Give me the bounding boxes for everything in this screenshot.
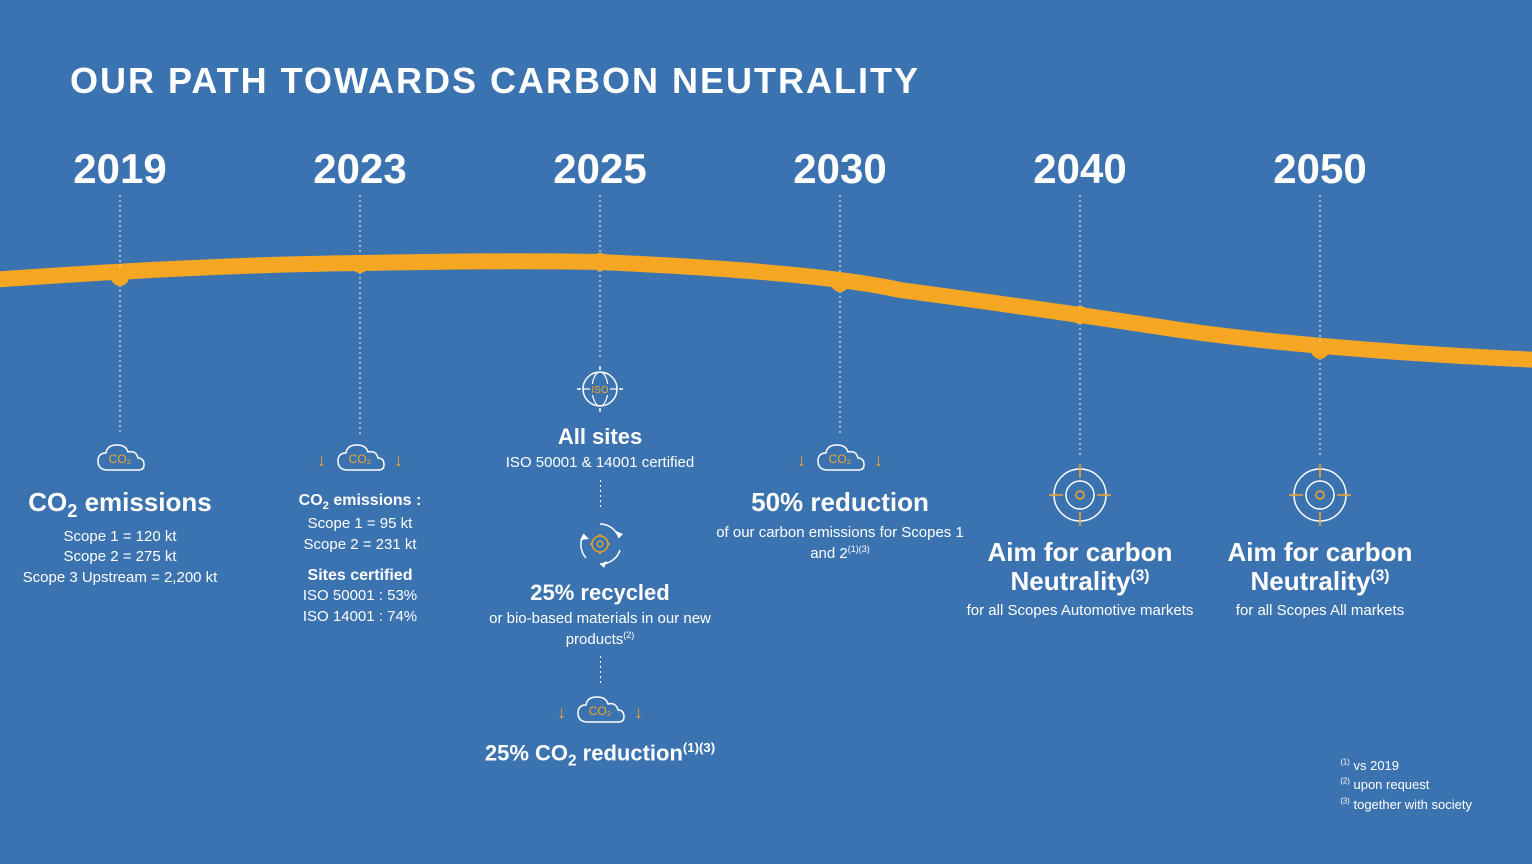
svg-text:ISO: ISO xyxy=(591,385,608,396)
year-label: 2025 xyxy=(475,145,725,193)
milestone-text: Scope 2 = 231 kt xyxy=(230,535,490,555)
year-label: 2040 xyxy=(955,145,1205,193)
milestone-text: Scope 1 = 120 kt xyxy=(0,527,250,547)
milestone-content-2019: CO₂ CO2 emissions Scope 1 = 120 ktScope 2… xyxy=(0,440,250,588)
milestone-text: for all Scopes Automotive markets xyxy=(950,601,1210,621)
milestone-text: Aim for carbon Neutrality(3) xyxy=(950,538,1210,595)
milestone-year-2019: 2019 xyxy=(0,145,245,203)
milestone-content-2030: ↓ CO₂ ↓ 50% reduction of our carbon emissi… xyxy=(710,440,970,564)
svg-text:CO₂: CO₂ xyxy=(589,704,612,718)
footnote: (1) vs 2019 xyxy=(1340,756,1472,776)
iso-globe-icon: ISO xyxy=(470,362,730,416)
year-label: 2030 xyxy=(715,145,965,193)
milestone-text: All sites xyxy=(470,424,730,449)
milestone-year-2023: 2023 xyxy=(235,145,485,203)
footnote: (2) upon request xyxy=(1340,775,1472,795)
footnotes: (1) vs 2019(2) upon request(3) together … xyxy=(1340,756,1472,815)
milestone-text: for all Scopes All markets xyxy=(1190,601,1450,621)
milestone-text: Aim for carbon Neutrality(3) xyxy=(1190,538,1450,595)
milestone-year-2050: 2050 xyxy=(1195,145,1445,203)
milestone-content-2050: Aim for carbon Neutrality(3) for all Scop… xyxy=(1190,460,1450,621)
milestone-text: 25% CO2 reduction(1)(3) xyxy=(470,740,730,770)
milestone-text: of our carbon emissions for Scopes 1 and… xyxy=(710,523,970,565)
milestone-year-2030: 2030 xyxy=(715,145,965,203)
footnote: (3) together with society xyxy=(1340,795,1472,815)
recycle-gear-icon xyxy=(470,516,730,572)
milestone-text: or bio-based materials in our new produc… xyxy=(470,609,730,651)
milestone-content-2023: ↓ CO₂ ↓ CO2 emissions :Scope 1 = 95 ktSco… xyxy=(230,440,490,627)
milestone-text: 50% reduction xyxy=(710,488,970,517)
milestone-text: CO2 emissions : xyxy=(230,490,490,514)
milestone-text: Scope 3 Upstream = 2,200 kt xyxy=(0,568,250,588)
milestone-text: Scope 2 = 275 kt xyxy=(0,547,250,567)
milestone-text: Scope 1 = 95 kt xyxy=(230,514,490,534)
milestone-year-2040: 2040 xyxy=(955,145,1205,203)
co2-cloud-icon: CO₂ xyxy=(0,440,250,480)
year-label: 2023 xyxy=(235,145,485,193)
page-title: OUR PATH TOWARDS CARBON NEUTRALITY xyxy=(70,60,920,102)
milestone-content-2040: Aim for carbon Neutrality(3) for all Scop… xyxy=(950,460,1210,621)
svg-text:CO₂: CO₂ xyxy=(349,452,372,466)
timeline-curve xyxy=(0,0,1532,864)
connector-dots xyxy=(600,656,601,686)
milestone-year-2025: 2025 xyxy=(475,145,725,203)
svg-text:CO₂: CO₂ xyxy=(829,452,852,466)
milestone-text: 25% recycled xyxy=(470,580,730,605)
target-icon xyxy=(950,460,1210,530)
connector-dots xyxy=(600,480,601,510)
milestone-text: ISO 14001 : 74% xyxy=(230,607,490,627)
milestone-text: Sites certified xyxy=(230,565,490,587)
co2-cloud-arrows-icon: ↓ CO₂ ↓ xyxy=(230,440,490,480)
year-label: 2050 xyxy=(1195,145,1445,193)
svg-text:CO₂: CO₂ xyxy=(109,452,132,466)
milestone-text: ISO 50001 : 53% xyxy=(230,586,490,606)
co2-cloud-arrows-icon: ↓ CO₂ ↓ xyxy=(470,692,730,732)
milestone-text: ISO 50001 & 14001 certified xyxy=(470,453,730,473)
milestone-text: CO2 emissions xyxy=(0,488,250,521)
year-label: 2019 xyxy=(0,145,245,193)
target-icon xyxy=(1190,460,1450,530)
milestone-content-2025: ISO All sites ISO 50001 & 14001 certified… xyxy=(470,362,730,775)
co2-cloud-arrows-icon: ↓ CO₂ ↓ xyxy=(710,440,970,480)
